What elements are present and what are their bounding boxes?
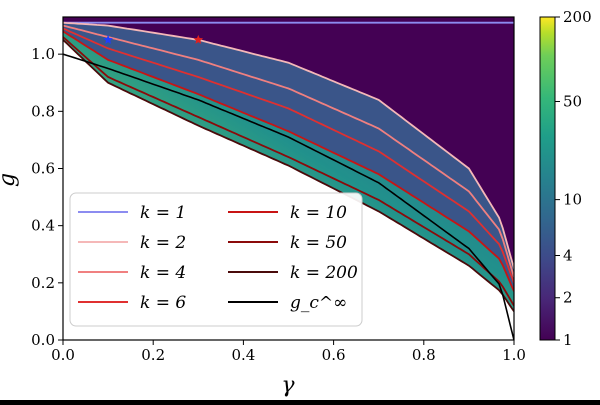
y-axis-label: g [0,173,20,187]
colorbar-tick-label: 2 [563,289,573,307]
series-line-6 [63,36,514,307]
star-marker-2 [193,34,204,44]
x-tick-label: 0.2 [141,346,165,364]
legend-label: k = 50 [290,233,347,253]
y-tick-label: 0.6 [31,159,55,177]
y-ticks: 0.0 0.2 0.4 0.6 0.8 1.0 [31,45,63,349]
marker-layer [103,34,204,44]
legend-label: g_c^∞ [290,293,347,313]
legend: k = 1 k = 2 k = 4 k = 6 k = 10 k = 50 k = 200 g… [78,203,358,313]
colorbar [539,16,556,341]
y-tick-label: 0.2 [31,274,55,292]
y-tick-label: 0.8 [31,102,55,120]
colorbar-tick-label: 1 [563,331,573,349]
colorbar-ticks: 1 2 4 10 50 200 [555,8,592,349]
y-tick-label: 1.0 [31,45,55,63]
x-tick-label: 0.0 [51,346,75,364]
legend-label: k = 4 [140,263,186,283]
legend-box [69,192,363,327]
series-layer [63,21,514,340]
y-tick-label: 0.0 [31,331,55,349]
x-tick-label: 0.4 [231,346,255,364]
x-ticks: 0.0 0.2 0.4 0.6 0.8 1.0 [51,340,526,364]
legend-label: k = 1 [140,203,186,223]
legend-label: k = 6 [140,293,186,313]
series-line-3 [63,24,514,278]
y-tick-label: 0.4 [31,217,55,235]
series-line-4 [63,27,514,284]
x-axis-label: γ [281,373,295,398]
series-line-5 [63,30,514,292]
plot-frame [62,16,515,341]
series-line-7 [63,39,514,312]
legend-label: k = 200 [290,263,358,283]
series-line-2 [63,21,514,269]
colorbar-tick-label: 4 [563,246,573,264]
colorbar-tick-label: 10 [563,191,582,209]
x-tick-label: 0.6 [322,346,346,364]
colorbar-tick-label: 200 [563,8,592,26]
legend-label: k = 2 [140,233,186,253]
legend-label: k = 10 [290,203,347,223]
heatmap-region-band [63,31,514,312]
series-line-8 [63,53,514,340]
x-tick-label: 1.0 [502,346,526,364]
colorbar-tick-label: 50 [563,93,582,111]
x-tick-label: 0.8 [412,346,436,364]
star-marker-1 [103,34,113,44]
